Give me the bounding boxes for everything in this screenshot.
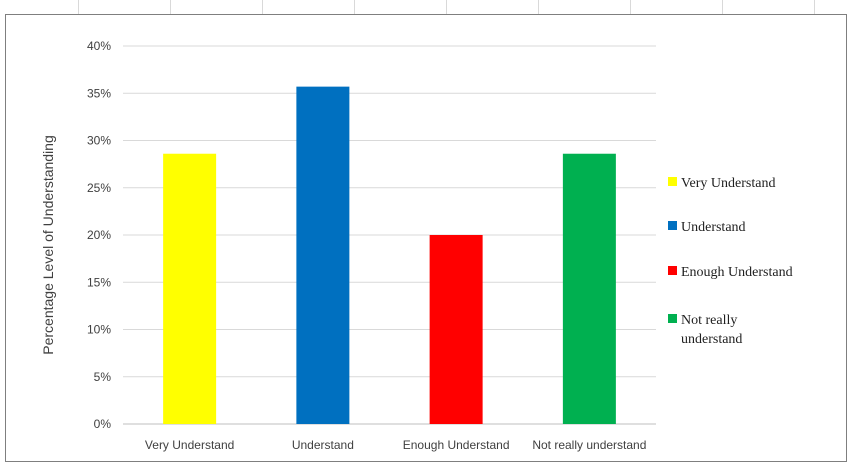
legend-swatch <box>668 221 677 230</box>
y-tick-label: 15% <box>87 275 111 289</box>
legend-swatch <box>668 177 677 186</box>
y-tick-label: 25% <box>87 181 111 195</box>
x-tick-label: Understand <box>292 438 354 452</box>
legend-label: Understand <box>681 220 746 235</box>
y-tick-label: 35% <box>87 86 111 100</box>
x-tick-label: Enough Understand <box>403 438 510 452</box>
sheet-gridline <box>814 0 815 14</box>
y-tick-label: 40% <box>87 39 111 53</box>
legend-swatch <box>668 314 677 323</box>
sheet-gridline <box>78 0 79 14</box>
y-tick-label: 30% <box>87 134 111 148</box>
x-tick-label: Not really understand <box>532 438 646 452</box>
x-tick-label: Very Understand <box>145 438 234 452</box>
sheet-gridline <box>538 0 539 14</box>
sheet-gridline <box>630 0 631 14</box>
y-tick-label: 20% <box>87 228 111 242</box>
legend-label: Enough Understand <box>681 265 793 280</box>
legend-label: understand <box>681 332 742 347</box>
legend: Very Understand Understand Enough Understa… <box>668 176 793 347</box>
sheet-gridline <box>722 0 723 14</box>
sheet-gridline <box>354 0 355 14</box>
y-tick-labels: 0% 5% 10% 15% 20% 25% 30% 35% 40% <box>87 39 111 431</box>
chart-area[interactable] <box>5 14 847 462</box>
sheet-gridline <box>446 0 447 14</box>
bar <box>163 153 217 425</box>
legend-swatch <box>668 266 677 275</box>
legend-label: Very Understand <box>681 176 775 191</box>
y-tick-label: 5% <box>94 370 112 384</box>
y-tick-label: 10% <box>87 323 111 337</box>
y-axis-label: Percentage Level of Understanding <box>40 135 56 354</box>
bar <box>562 153 616 425</box>
legend-label: Not really <box>681 313 737 328</box>
sheet-gridline <box>262 0 263 14</box>
bar <box>429 235 483 424</box>
bar <box>296 86 350 424</box>
sheet-gridline <box>170 0 171 14</box>
y-tick-label: 0% <box>94 417 112 431</box>
bar-layer <box>163 86 616 425</box>
x-tick-labels: Very Understand Understand Enough Understa… <box>145 438 646 452</box>
